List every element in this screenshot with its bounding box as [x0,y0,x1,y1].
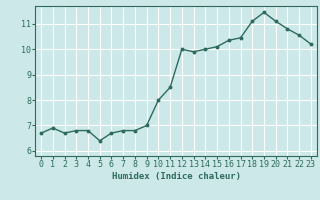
X-axis label: Humidex (Indice chaleur): Humidex (Indice chaleur) [111,172,241,181]
